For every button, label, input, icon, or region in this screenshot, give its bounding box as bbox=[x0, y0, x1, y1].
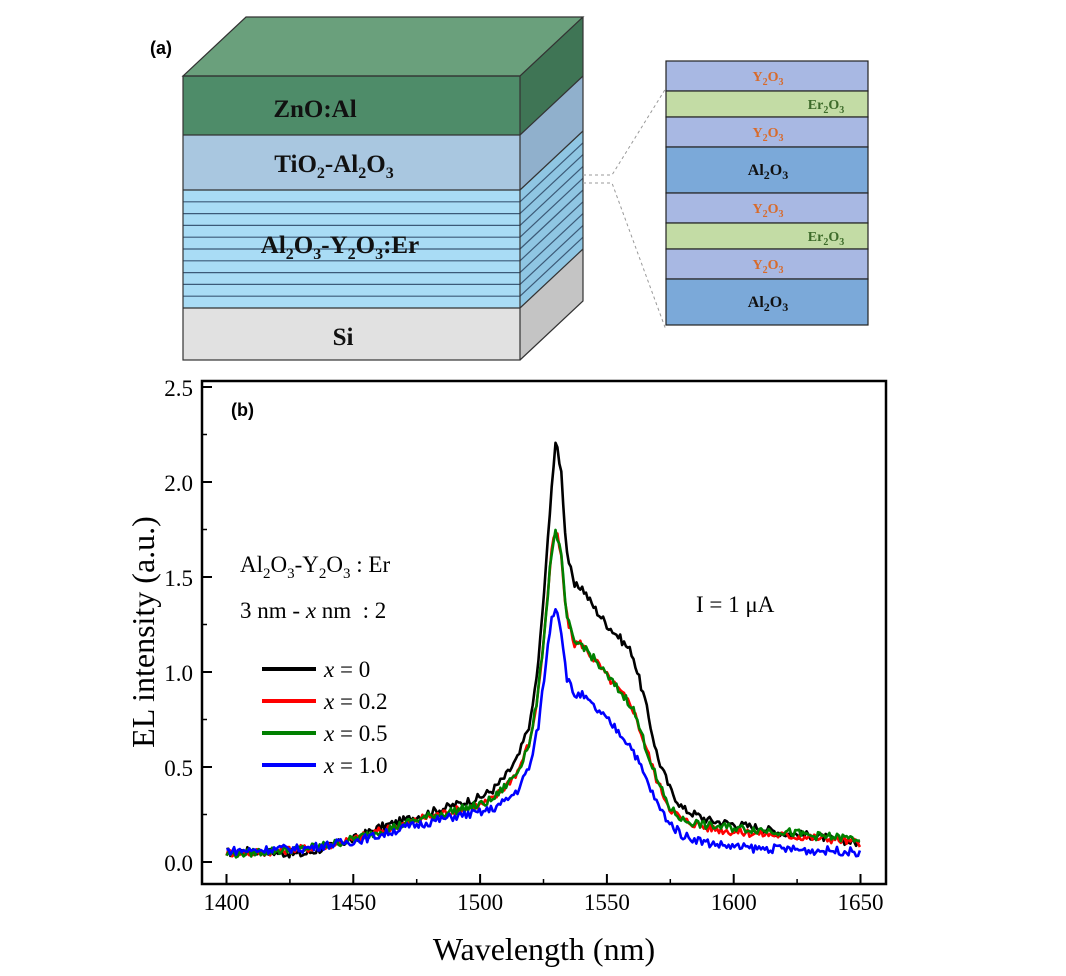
si-front-face bbox=[183, 308, 520, 360]
y-axis-label: EL intensity (a.u.) bbox=[125, 516, 161, 748]
x-axis-label: Wavelength (nm) bbox=[433, 931, 655, 967]
multilayer-side-line bbox=[519, 189, 584, 250]
zoom-layer-label: Y2O3 bbox=[752, 258, 783, 276]
legend-entry: x = 0.5 bbox=[323, 721, 387, 746]
zoom-layer-label: Y2O3 bbox=[752, 126, 783, 144]
zoom-layer-er2o3 bbox=[665, 222, 869, 250]
zoom-layer-detail: Y2O3 Er2O3 Y2O3 Al2O3 Y2O3 Er2O3 Y2O3 Al2O3 bbox=[665, 60, 869, 326]
zno-top-face bbox=[183, 17, 583, 76]
legend-entry: x = 1.0 bbox=[323, 753, 387, 778]
x-tick-label: 1650 bbox=[838, 890, 884, 915]
x-tick-label: 1600 bbox=[711, 890, 757, 915]
zno-side-face bbox=[520, 17, 583, 135]
zoom-connectors bbox=[583, 87, 667, 331]
tio2-front-face bbox=[183, 135, 520, 190]
multilayer-side-line bbox=[519, 213, 584, 274]
zoom-layer-y2o3 bbox=[665, 116, 869, 148]
si-side-face bbox=[520, 249, 583, 360]
x-tick-label: 1450 bbox=[330, 890, 376, 915]
multilayer-side-line bbox=[519, 236, 584, 297]
x-tick-label: 1500 bbox=[457, 890, 503, 915]
y-axis: 0.0 0.5 1.0 1.5 2.0 2.5 bbox=[164, 376, 212, 876]
zoom-layer-y2o3 bbox=[665, 192, 869, 224]
multilayer-side-line bbox=[519, 154, 584, 215]
legend-entry: x = 0.2 bbox=[323, 689, 387, 714]
panel-a: (a) bbox=[150, 16, 869, 361]
si-layer-label: Si bbox=[333, 324, 354, 351]
current-annotation: I = 1 μA bbox=[696, 592, 775, 617]
y-tick-label: 2.5 bbox=[164, 376, 193, 401]
multilayer-lines bbox=[183, 142, 584, 297]
zno-layer-label: ZnO:Al bbox=[273, 96, 356, 123]
tio2-side-face bbox=[520, 76, 583, 190]
zno-front-face bbox=[183, 76, 520, 135]
zoom-layer-label: Y2O3 bbox=[752, 202, 783, 220]
series-line-x-0-2 bbox=[225, 532, 862, 858]
y-tick-label: 0.5 bbox=[164, 756, 193, 781]
composition-annotation: Al2O3-Y2O3 : Er bbox=[240, 552, 390, 582]
zoom-layer-al2o3 bbox=[665, 146, 869, 194]
tio2-layer-label: TiO2-Al2O3 bbox=[274, 151, 393, 182]
panel-b-label: (b) bbox=[231, 400, 254, 420]
zoom-layer-er2o3 bbox=[665, 90, 869, 118]
x-tick-label: 1550 bbox=[584, 890, 630, 915]
zoom-layer-y2o3 bbox=[665, 60, 869, 92]
stack-outlines bbox=[181, 16, 585, 361]
multilayer-side-line bbox=[519, 177, 584, 238]
zoom-layer-label: Al2O3 bbox=[748, 294, 788, 314]
multilayer-label: Al2O3-Y2O3:Er bbox=[261, 232, 419, 263]
y-tick-label: 1.0 bbox=[164, 661, 193, 686]
y-tick-label: 1.5 bbox=[164, 566, 193, 591]
panel-b: (b) 0.00.51.01.52.02.5 1400 1450 1500 1550 1… bbox=[125, 376, 888, 967]
panel-a-label: (a) bbox=[150, 38, 172, 58]
x-tick-label: 1400 bbox=[204, 890, 250, 915]
legend-entry: x = 0 bbox=[323, 657, 370, 682]
zoom-layer-label: Al2O3 bbox=[748, 162, 788, 182]
data-series bbox=[225, 441, 862, 859]
multilayer-side-line bbox=[519, 201, 584, 262]
layer-stack-3d: ZnO:Al TiO2-Al2O3 Al2O3-Y2O3:Er Si bbox=[181, 16, 585, 361]
y-tick-label: 0.0 bbox=[164, 851, 193, 876]
zoom-layer-label: Er2O3 bbox=[808, 98, 844, 116]
legend: x = 0 x = 0.2 x = 0.5 x = 1.0 bbox=[262, 657, 387, 778]
series-line-x-1-0 bbox=[226, 608, 862, 858]
y-tick-label: 2.0 bbox=[164, 471, 193, 496]
multilayer-side-line bbox=[519, 224, 584, 285]
zoom-layer-label: Y2O3 bbox=[752, 70, 783, 88]
ratio-annotation: 3 nm - x nm : 2 bbox=[240, 598, 386, 623]
x-axis: 1400 1450 1500 1550 1600 1650 bbox=[204, 874, 884, 915]
multilayer-side-line bbox=[519, 165, 584, 226]
zoom-layer-al2o3 bbox=[665, 278, 869, 326]
multilayer-side-line bbox=[519, 142, 584, 203]
zoom-layer-label: Er2O3 bbox=[808, 230, 844, 248]
